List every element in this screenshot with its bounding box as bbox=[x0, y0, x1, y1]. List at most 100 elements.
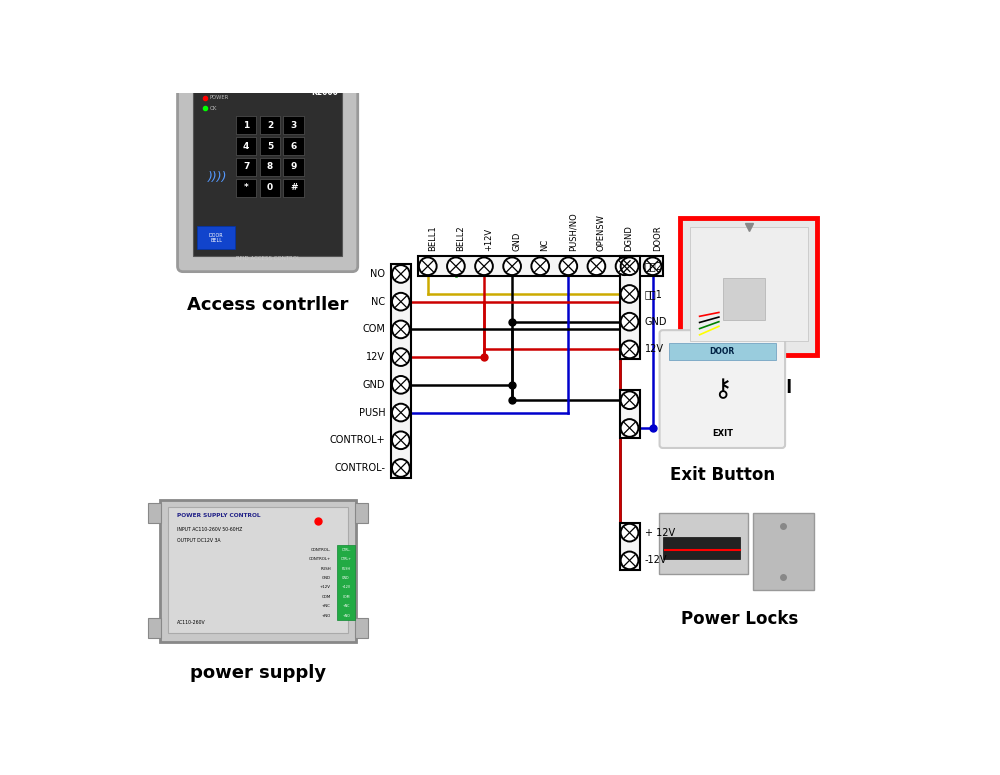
Bar bbox=[663, 537, 740, 559]
Text: COM: COM bbox=[322, 595, 331, 599]
Text: PUSH: PUSH bbox=[359, 408, 385, 418]
Text: )))): )))) bbox=[208, 171, 227, 184]
Circle shape bbox=[531, 257, 549, 275]
Text: 12V: 12V bbox=[645, 344, 664, 354]
Bar bbox=[391, 264, 411, 478]
Text: +NC: +NC bbox=[342, 604, 350, 608]
Circle shape bbox=[644, 257, 661, 275]
Circle shape bbox=[621, 313, 638, 331]
Text: GND: GND bbox=[363, 380, 385, 390]
Text: NO: NO bbox=[370, 269, 385, 279]
Bar bbox=[236, 158, 256, 176]
Text: EXIT: EXIT bbox=[712, 429, 733, 438]
Text: 9: 9 bbox=[291, 163, 297, 171]
Text: POWER: POWER bbox=[210, 95, 229, 100]
Circle shape bbox=[621, 419, 638, 437]
Text: Access contrller: Access contrller bbox=[187, 295, 348, 314]
Text: OPENSW: OPENSW bbox=[596, 214, 605, 251]
Circle shape bbox=[588, 257, 605, 275]
Text: 1: 1 bbox=[243, 121, 249, 130]
Bar bbox=[680, 218, 817, 355]
Text: +NC: +NC bbox=[322, 604, 331, 608]
Circle shape bbox=[392, 265, 410, 283]
Text: K2000: K2000 bbox=[312, 88, 338, 98]
Text: AC110-260V: AC110-260V bbox=[177, 620, 205, 625]
Text: 2: 2 bbox=[267, 121, 273, 130]
Bar bbox=[148, 618, 161, 638]
Circle shape bbox=[621, 552, 638, 570]
Bar bbox=[723, 277, 765, 320]
Bar bbox=[283, 158, 304, 176]
Bar bbox=[337, 545, 355, 621]
Bar bbox=[193, 88, 342, 257]
Bar bbox=[260, 137, 280, 155]
Text: NC: NC bbox=[371, 297, 385, 307]
Circle shape bbox=[392, 321, 410, 338]
Bar bbox=[620, 257, 640, 360]
Text: CONTROL+: CONTROL+ bbox=[330, 436, 385, 446]
Circle shape bbox=[447, 257, 465, 275]
Text: 4: 4 bbox=[243, 142, 249, 150]
Text: BELL1: BELL1 bbox=[428, 226, 437, 251]
FancyBboxPatch shape bbox=[660, 330, 785, 448]
Bar bbox=[168, 508, 348, 632]
Text: 6: 6 bbox=[291, 142, 297, 150]
Bar bbox=[160, 500, 356, 642]
Text: 信号2: 信号2 bbox=[645, 261, 663, 271]
Text: Exit Button: Exit Button bbox=[670, 467, 775, 484]
Text: 8: 8 bbox=[267, 163, 273, 171]
Text: INPUT AC110-260V 50-60HZ: INPUT AC110-260V 50-60HZ bbox=[177, 527, 242, 532]
Text: +NO: +NO bbox=[342, 614, 350, 618]
Text: PUSH: PUSH bbox=[342, 567, 351, 570]
Bar bbox=[283, 116, 304, 134]
Bar bbox=[260, 179, 280, 197]
Text: 5: 5 bbox=[267, 142, 273, 150]
Circle shape bbox=[621, 285, 638, 303]
Text: DOOR: DOOR bbox=[710, 347, 735, 356]
Text: GND: GND bbox=[645, 317, 667, 327]
Text: power supply: power supply bbox=[190, 663, 326, 681]
Text: *: * bbox=[244, 183, 248, 192]
Text: CTRL-: CTRL- bbox=[341, 548, 351, 552]
Circle shape bbox=[392, 404, 410, 422]
Circle shape bbox=[616, 257, 633, 275]
Text: CONTROL+: CONTROL+ bbox=[309, 557, 331, 561]
Circle shape bbox=[621, 524, 638, 542]
Bar bbox=[620, 391, 640, 438]
Text: Door Bell: Door Bell bbox=[706, 380, 792, 398]
Text: CONTROL-: CONTROL- bbox=[334, 463, 385, 473]
Text: 3: 3 bbox=[291, 121, 297, 130]
Text: DGND: DGND bbox=[625, 225, 634, 251]
Circle shape bbox=[392, 293, 410, 311]
Text: ⚷: ⚷ bbox=[713, 377, 731, 401]
Text: CTRL+: CTRL+ bbox=[341, 557, 352, 561]
Text: DOOR: DOOR bbox=[653, 226, 662, 251]
Circle shape bbox=[392, 432, 410, 449]
Circle shape bbox=[392, 348, 410, 366]
Bar bbox=[669, 343, 776, 360]
Text: 信号1: 信号1 bbox=[645, 289, 663, 299]
Circle shape bbox=[419, 257, 437, 275]
Bar bbox=[236, 179, 256, 197]
FancyBboxPatch shape bbox=[178, 72, 358, 272]
Text: CONTROL-: CONTROL- bbox=[311, 548, 331, 552]
Text: POWER SUPPLY CONTROL: POWER SUPPLY CONTROL bbox=[177, 513, 260, 518]
Text: +12V: +12V bbox=[484, 228, 493, 251]
Circle shape bbox=[621, 391, 638, 409]
Text: GND: GND bbox=[512, 232, 521, 251]
Text: OUTPUT DC12V 3A: OUTPUT DC12V 3A bbox=[177, 538, 220, 543]
Bar bbox=[418, 257, 663, 276]
Bar bbox=[283, 137, 304, 155]
Text: NC: NC bbox=[540, 239, 549, 251]
Circle shape bbox=[475, 257, 493, 275]
Bar bbox=[260, 116, 280, 134]
Bar bbox=[236, 137, 256, 155]
Circle shape bbox=[621, 340, 638, 358]
Text: 7: 7 bbox=[243, 163, 249, 171]
Circle shape bbox=[559, 257, 577, 275]
Bar bbox=[283, 179, 304, 197]
Text: -12V: -12V bbox=[645, 556, 667, 566]
Text: COM: COM bbox=[363, 325, 385, 334]
Bar bbox=[659, 512, 748, 574]
Text: 12V: 12V bbox=[366, 352, 385, 362]
